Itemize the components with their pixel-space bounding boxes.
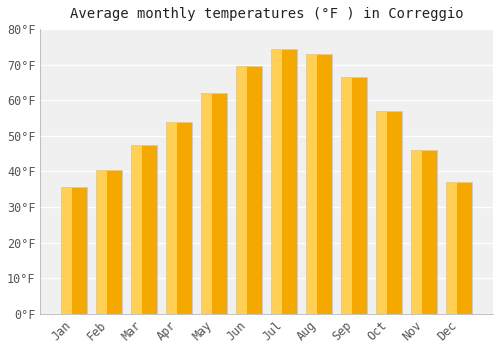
Bar [131, 145, 142, 314]
Bar [271, 49, 297, 314]
Bar [376, 111, 387, 314]
Bar [201, 93, 212, 314]
Bar [271, 49, 297, 314]
Bar [411, 150, 438, 314]
Bar [446, 182, 457, 314]
Bar [341, 77, 367, 314]
Bar [236, 66, 247, 314]
Bar [446, 182, 472, 314]
Bar [96, 170, 107, 314]
Bar [446, 182, 472, 314]
Bar [236, 66, 262, 314]
Title: Average monthly temperatures (°F ) in Correggio: Average monthly temperatures (°F ) in Co… [70, 7, 464, 21]
Bar [166, 122, 192, 314]
Bar [61, 188, 72, 314]
Bar [411, 150, 422, 314]
Bar [201, 93, 228, 314]
Bar [96, 170, 122, 314]
Bar [201, 93, 228, 314]
Bar [411, 150, 438, 314]
Bar [271, 49, 282, 314]
Bar [341, 77, 352, 314]
Bar [306, 54, 317, 314]
Bar [131, 145, 157, 314]
Bar [341, 77, 367, 314]
Bar [61, 188, 87, 314]
Bar [236, 66, 262, 314]
Bar [166, 122, 192, 314]
Bar [306, 54, 332, 314]
Bar [96, 170, 122, 314]
Bar [376, 111, 402, 314]
Bar [131, 145, 157, 314]
Bar [376, 111, 402, 314]
Bar [306, 54, 332, 314]
Bar [166, 122, 177, 314]
Bar [61, 188, 87, 314]
